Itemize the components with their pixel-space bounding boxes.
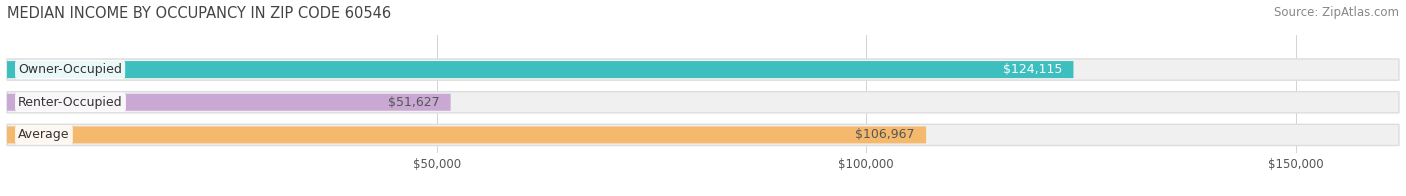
- Text: $106,967: $106,967: [855, 128, 915, 141]
- Text: $124,115: $124,115: [1002, 63, 1063, 76]
- Text: Average: Average: [18, 128, 70, 141]
- Text: Owner-Occupied: Owner-Occupied: [18, 63, 122, 76]
- FancyBboxPatch shape: [7, 124, 1399, 145]
- Text: MEDIAN INCOME BY OCCUPANCY IN ZIP CODE 60546: MEDIAN INCOME BY OCCUPANCY IN ZIP CODE 6…: [7, 6, 391, 21]
- Text: Renter-Occupied: Renter-Occupied: [18, 96, 122, 109]
- Text: $51,627: $51,627: [388, 96, 440, 109]
- FancyBboxPatch shape: [7, 61, 1073, 78]
- FancyBboxPatch shape: [7, 92, 1399, 113]
- FancyBboxPatch shape: [7, 126, 927, 143]
- FancyBboxPatch shape: [7, 59, 1399, 80]
- Text: Source: ZipAtlas.com: Source: ZipAtlas.com: [1274, 6, 1399, 19]
- FancyBboxPatch shape: [7, 94, 450, 111]
